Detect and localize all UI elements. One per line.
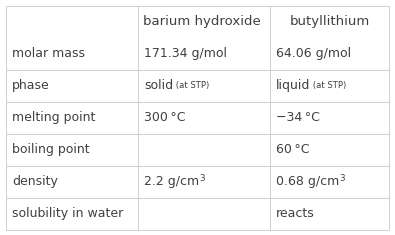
Text: molar mass: molar mass	[12, 47, 85, 60]
Text: 64.06 g/mol: 64.06 g/mol	[276, 47, 351, 60]
Text: 171.34 g/mol: 171.34 g/mol	[144, 47, 227, 60]
Text: liquid: liquid	[276, 79, 310, 92]
Text: −34 °C: −34 °C	[276, 111, 320, 124]
Text: melting point: melting point	[12, 111, 95, 124]
Text: 300 °C: 300 °C	[144, 111, 186, 124]
Text: phase: phase	[12, 79, 50, 92]
Text: 2.2 g/cm: 2.2 g/cm	[144, 175, 199, 188]
Text: density: density	[12, 175, 58, 188]
Text: boiling point: boiling point	[12, 143, 90, 156]
Text: (at STP): (at STP)	[173, 81, 209, 90]
Text: 3: 3	[339, 174, 345, 183]
Text: 60 °C: 60 °C	[276, 143, 310, 156]
Text: 3: 3	[199, 174, 205, 183]
Text: reacts: reacts	[276, 207, 315, 220]
Text: (at STP): (at STP)	[310, 81, 347, 90]
Text: barium hydroxide: barium hydroxide	[143, 15, 260, 28]
Text: solid: solid	[144, 79, 173, 92]
Text: 0.68 g/cm: 0.68 g/cm	[276, 175, 339, 188]
Text: solubility in water: solubility in water	[12, 207, 123, 220]
Text: butyllithium: butyllithium	[290, 15, 370, 28]
